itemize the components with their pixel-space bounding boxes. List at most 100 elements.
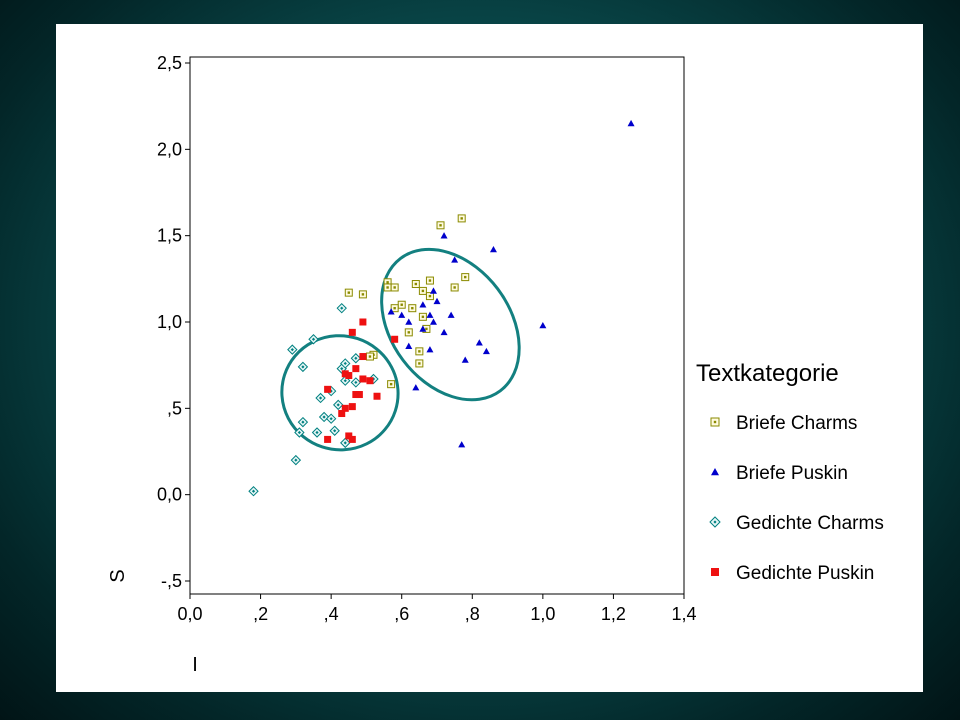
- point-gedichte-puskin: [352, 391, 360, 399]
- point-briefe-puskin: [539, 321, 547, 329]
- point-gedichte-charms: [325, 413, 337, 424]
- point-briefe-puskin: [627, 119, 635, 127]
- y-axis-title: S: [107, 569, 129, 582]
- point-gedichte-puskin: [355, 391, 363, 399]
- point-briefe-puskin: [387, 308, 395, 315]
- legend-label-briefe-charms: Briefe Charms: [736, 413, 857, 434]
- point-briefe-charms: [415, 347, 424, 356]
- x-tick-label: ,4: [324, 604, 339, 624]
- y-tick-label: 2,5: [157, 53, 182, 73]
- point-gedichte-puskin: [391, 335, 399, 343]
- group-ellipses: [280, 247, 521, 452]
- point-briefe-charms: [411, 280, 420, 289]
- point-gedichte-charms: [308, 334, 319, 345]
- point-briefe-puskin: [440, 328, 448, 336]
- data-points: [248, 119, 635, 497]
- point-briefe-charms: [344, 288, 353, 297]
- x-tick-label: ,2: [253, 604, 268, 624]
- y-tick-label: ,5: [167, 398, 182, 418]
- point-briefe-puskin: [451, 256, 459, 263]
- point-briefe-charms: [390, 304, 399, 313]
- point-gedichte-charms: [340, 437, 351, 449]
- x-axis-title: I: [192, 654, 198, 676]
- y-tick-label: 0,0: [157, 485, 182, 505]
- point-gedichte-charms: [350, 377, 362, 388]
- point-gedichte-puskin: [348, 328, 356, 336]
- point-gedichte-charms: [311, 427, 323, 438]
- legend: Textkategorie Briefe Charms Briefe Puskin…: [696, 360, 884, 584]
- ellipse-briefe: [380, 247, 521, 402]
- point-gedichte-puskin: [341, 370, 349, 378]
- x-tick-label: 1,0: [530, 604, 555, 624]
- point-briefe-puskin: [489, 245, 497, 253]
- point-gedichte-charms: [290, 454, 302, 466]
- point-briefe-charms: [408, 304, 417, 313]
- point-briefe-puskin: [429, 318, 437, 325]
- point-gedichte-charms: [315, 392, 326, 404]
- scatter-chart: 0,0 ,2 ,4 ,6 ,8 1,0 1,2 1,4 -,5 0,0 ,5 1,0 1,5 2,0 2,5…: [107, 53, 884, 676]
- point-briefe-charms: [383, 283, 392, 292]
- point-briefe-charms: [365, 352, 374, 361]
- point-briefe-charms: [425, 276, 434, 285]
- point-gedichte-puskin: [338, 410, 346, 418]
- point-briefe-puskin: [475, 339, 483, 346]
- ellipse-gedichte: [280, 334, 400, 452]
- point-gedichte-puskin: [341, 404, 349, 412]
- point-gedichte-charms: [294, 427, 305, 438]
- legend-label-gedichte-charms: Gedichte Charms: [736, 513, 884, 534]
- point-briefe-charms: [390, 283, 399, 292]
- point-gedichte-charms: [336, 302, 347, 314]
- point-briefe-charms: [457, 214, 466, 223]
- x-tick-label: ,6: [394, 604, 409, 624]
- legend-marker-gedichte-puskin: [711, 568, 719, 576]
- point-briefe-charms: [418, 312, 427, 321]
- point-briefe-puskin: [405, 342, 413, 349]
- legend-label-gedichte-puskin: Gedichte Puskin: [736, 563, 874, 584]
- point-briefe-puskin: [447, 311, 455, 318]
- point-briefe-charms: [418, 286, 427, 295]
- point-gedichte-charms: [287, 344, 298, 355]
- y-tick-label: 1,0: [157, 312, 182, 332]
- point-gedichte-puskin: [352, 365, 360, 373]
- point-gedichte-puskin: [324, 435, 332, 443]
- point-briefe-puskin: [426, 346, 434, 353]
- y-tick-label: 1,5: [157, 226, 182, 246]
- point-briefe-charms: [358, 290, 367, 299]
- point-gedichte-puskin: [345, 372, 353, 380]
- chart-panel: 0,0 ,2 ,4 ,6 ,8 1,0 1,2 1,4 -,5 0,0 ,5 1,0 1,5 2,0 2,5…: [56, 24, 923, 692]
- point-gedichte-puskin: [345, 432, 353, 440]
- point-gedichte-puskin: [348, 403, 356, 411]
- point-gedichte-charms: [329, 425, 340, 436]
- point-gedichte-puskin: [348, 435, 356, 443]
- point-gedichte-charms: [318, 411, 330, 423]
- point-briefe-puskin: [419, 325, 427, 332]
- point-briefe-puskin: [458, 441, 466, 448]
- point-briefe-charms: [450, 283, 459, 292]
- y-tick-label: 2,0: [157, 139, 182, 159]
- legend-marker-briefe-charms: [710, 417, 720, 427]
- point-briefe-charms: [415, 359, 424, 368]
- point-briefe-charms: [404, 328, 413, 337]
- point-briefe-charms: [397, 300, 406, 309]
- point-briefe-puskin: [433, 297, 441, 305]
- x-tick-label: 1,4: [671, 604, 696, 624]
- point-gedichte-puskin: [359, 318, 367, 326]
- point-briefe-charms: [425, 292, 434, 301]
- legend-label-briefe-puskin: Briefe Puskin: [736, 463, 848, 484]
- point-briefe-puskin: [412, 384, 420, 391]
- point-briefe-charms: [387, 380, 396, 389]
- point-briefe-puskin: [461, 356, 469, 363]
- point-briefe-puskin: [398, 311, 406, 318]
- point-gedichte-charms: [350, 353, 362, 364]
- point-gedichte-puskin: [324, 385, 332, 393]
- point-gedichte-charms: [248, 486, 259, 497]
- point-briefe-puskin: [429, 287, 437, 294]
- y-tick-label: -,5: [161, 571, 182, 591]
- x-tick-label: 1,2: [601, 604, 626, 624]
- plot-area: [189, 56, 685, 595]
- x-tick-label: 0,0: [177, 604, 202, 624]
- point-gedichte-charms: [297, 416, 309, 428]
- point-briefe-puskin: [482, 347, 490, 355]
- point-gedichte-puskin: [359, 375, 367, 383]
- point-gedichte-charms: [297, 361, 309, 373]
